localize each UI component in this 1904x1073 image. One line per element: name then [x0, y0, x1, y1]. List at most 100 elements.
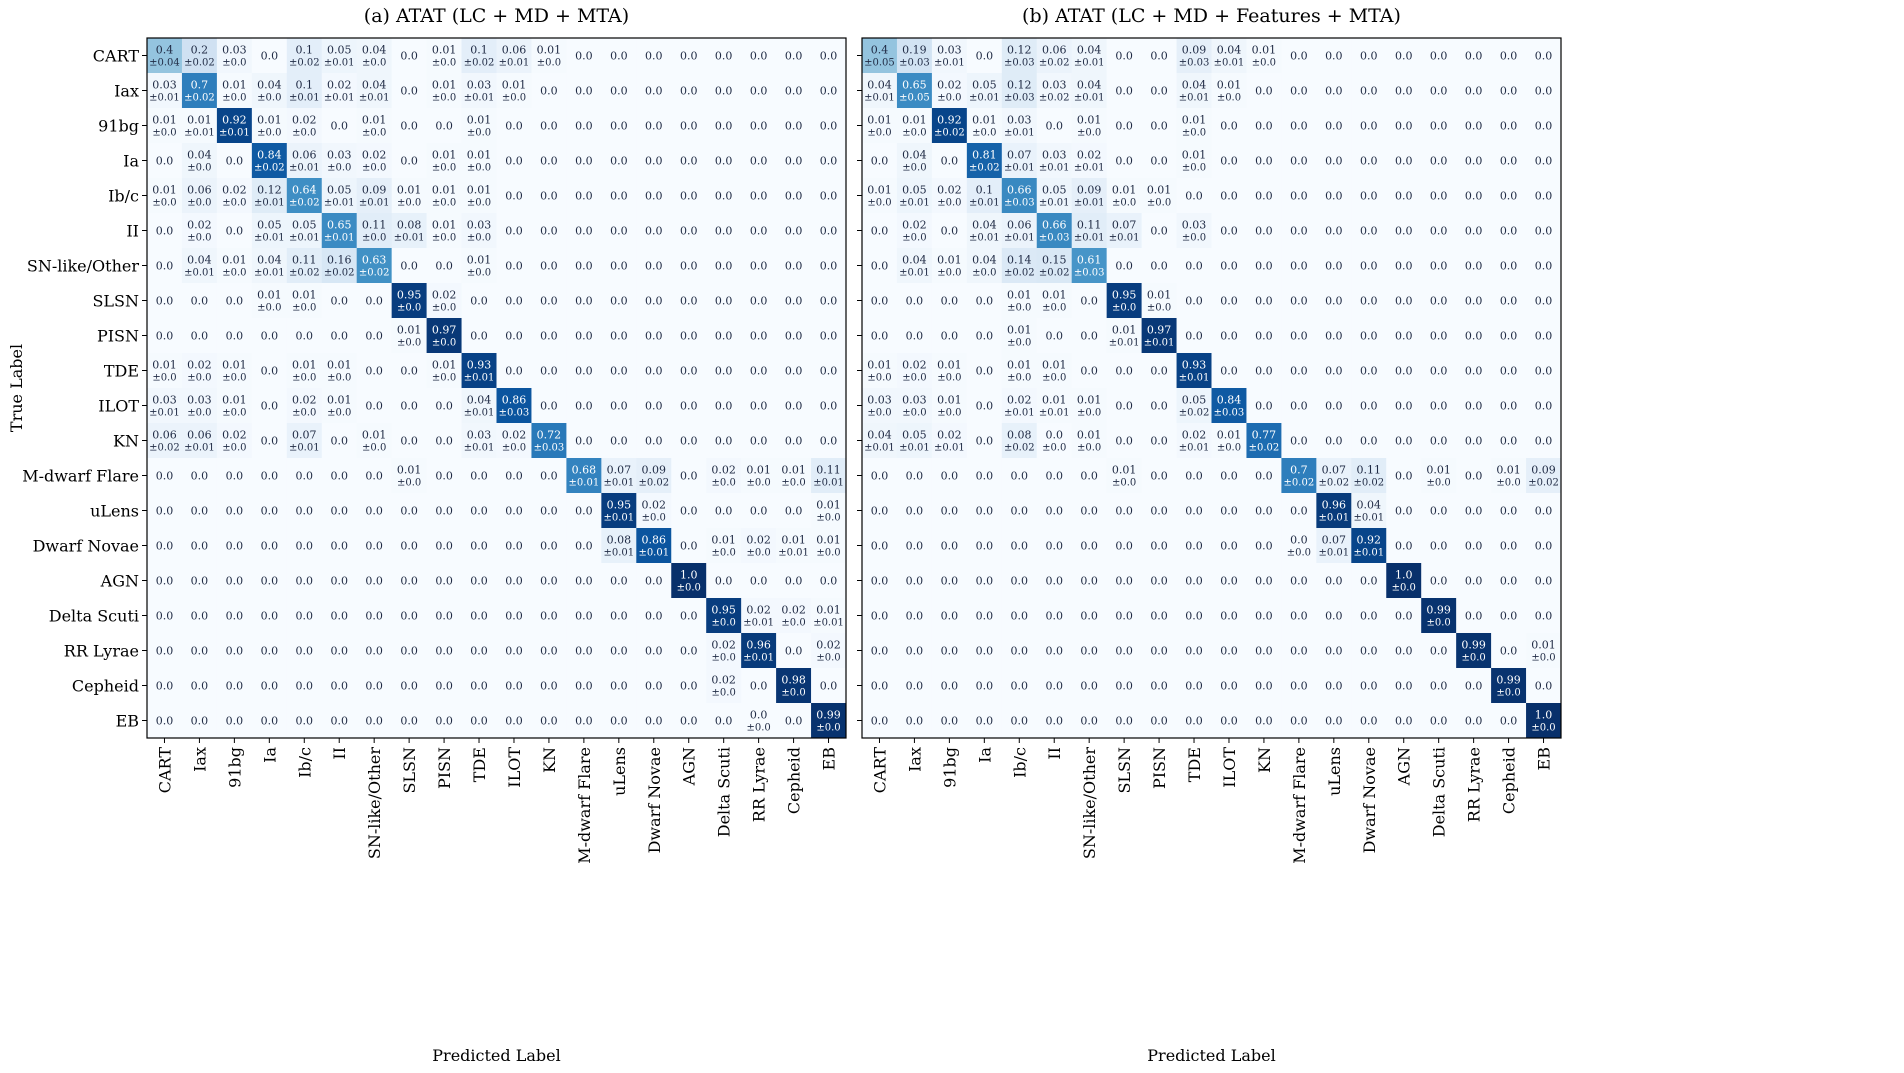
x-tick-label: Ib/c — [295, 747, 314, 778]
cell-value-label: 0.0 — [1115, 715, 1133, 728]
cell-value-label: 0.0 — [1430, 400, 1448, 413]
cell-value-label: 0.0 — [1465, 190, 1483, 203]
cell-error-label: ±0.01 — [813, 618, 844, 629]
cell-error-label: ±0.0 — [432, 198, 456, 209]
cell-value-label: 0.0 — [1430, 190, 1448, 203]
cell-value-label: 1.0 — [1395, 569, 1413, 582]
heatmap-cell — [461, 143, 497, 179]
cell-value-label: 0.0 — [1115, 680, 1133, 693]
cell-value-label: 0.0 — [1255, 365, 1273, 378]
cell-error-label: ±0.0 — [292, 373, 316, 384]
heatmap-cell — [216, 283, 253, 319]
cell-value-label: 0.0 — [156, 715, 174, 728]
heatmap-cell — [496, 423, 532, 459]
y-tick-label: TDE — [104, 362, 139, 381]
cell-value-label: 0.0 — [1360, 260, 1378, 273]
heatmap-cell — [566, 178, 602, 214]
cell-value-label: 0.0 — [820, 295, 838, 308]
heatmap-cell — [496, 38, 532, 74]
cell-value-label: 0.04 — [362, 44, 387, 57]
cell-value-label: 0.0 — [1500, 400, 1518, 413]
cell-value-label: 0.0 — [645, 225, 663, 238]
cell-value-label: 0.0 — [575, 715, 593, 728]
cell-value-label: 0.02 — [781, 604, 806, 617]
cell-value-label: 0.0 — [1150, 680, 1168, 693]
heatmap-cell — [566, 528, 602, 564]
cell-value-label: 0.0 — [1045, 330, 1063, 343]
cell-value-label: 0.0 — [365, 505, 383, 518]
cell-value-label: 0.01 — [257, 289, 282, 302]
cell-value-label: 0.01 — [292, 359, 317, 372]
cell-value-label: 0.01 — [327, 359, 352, 372]
cell-error-label: ±0.01 — [813, 478, 844, 489]
heatmap-cell — [251, 458, 288, 494]
cell-value-label: 0.93 — [1182, 359, 1207, 372]
cell-value-label: 0.0 — [330, 715, 348, 728]
cell-value-label: 0.0 — [156, 540, 174, 553]
cell-value-label: 0.0 — [645, 715, 663, 728]
heatmap-cell — [286, 248, 323, 284]
cell-value-label: 0.0 — [1115, 260, 1133, 273]
heatmap-cell — [671, 388, 707, 424]
cell-value-label: 0.0 — [226, 505, 244, 518]
heatmap-cell — [216, 143, 253, 179]
cell-value-label: 0.0 — [1325, 295, 1343, 308]
cell-error-label: ±0.02 — [149, 443, 180, 454]
heatmap-cell — [636, 38, 672, 74]
cell-value-label: 0.0 — [1255, 505, 1273, 518]
chart-title-a: (a) ATAT (LC + MD + MTA) — [364, 5, 629, 27]
heatmap-cell — [147, 73, 183, 109]
heatmap-cell — [461, 388, 497, 424]
cell-value-label: 0.0 — [976, 470, 994, 483]
cell-value-label: 0.0 — [330, 330, 348, 343]
cell-value-label: 0.03 — [187, 394, 212, 407]
cell-error-label: ±0.02 — [289, 268, 320, 279]
cell-value-label: 0.72 — [537, 429, 562, 442]
cell-error-label: ±0.0 — [1042, 373, 1066, 384]
cell-value-label: 0.0 — [540, 470, 558, 483]
cell-error-label: ±0.01 — [1039, 408, 1070, 419]
cell-value-label: 0.0 — [1535, 225, 1553, 238]
cell-value-label: 0.0 — [820, 120, 838, 133]
heatmap-cell — [461, 318, 497, 354]
cell-value-label: 0.12 — [1007, 44, 1032, 57]
heatmap-cell — [496, 563, 532, 599]
cell-value-label: 0.0 — [400, 365, 418, 378]
heatmap-cell — [321, 283, 358, 319]
cell-value-label: 0.0 — [1045, 505, 1063, 518]
heatmap-cell — [286, 353, 323, 389]
cell-value-label: 0.0 — [645, 680, 663, 693]
cell-value-label: 0.0 — [1360, 715, 1378, 728]
cell-value-label: 0.0 — [906, 505, 924, 518]
heatmap-cell — [391, 493, 428, 529]
cell-value-label: 0.0 — [785, 85, 803, 98]
cell-value-label: 0.0 — [1360, 365, 1378, 378]
cell-value-label: 0.07 — [1322, 534, 1347, 547]
cell-value-label: 0.1 — [470, 44, 488, 57]
heatmap-cell — [531, 248, 567, 284]
heatmap-cell — [356, 213, 393, 249]
cell-value-label: 0.99 — [1426, 604, 1451, 617]
cell-value-label: 0.0 — [400, 85, 418, 98]
cell-value-label: 0.02 — [642, 499, 667, 512]
cell-error-label: ±0.01 — [1004, 233, 1035, 244]
cell-value-label: 0.0 — [750, 260, 768, 273]
y-tick-label: ILOT — [98, 397, 139, 416]
heatmap-cell — [321, 388, 358, 424]
heatmap-cell — [671, 353, 707, 389]
cell-value-label: 0.05 — [1042, 184, 1067, 197]
cell-value-label: 0.0 — [365, 645, 383, 658]
cell-value-label: 0.0 — [680, 225, 698, 238]
cell-value-label: 0.0 — [1045, 610, 1063, 623]
cell-value-label: 0.01 — [816, 604, 841, 617]
cell-value-label: 0.0 — [1255, 85, 1273, 98]
cell-value-label: 0.0 — [470, 645, 488, 658]
cell-value-label: 0.02 — [937, 79, 962, 92]
cell-value-label: 0.0 — [976, 575, 994, 588]
heatmap-cell — [601, 563, 637, 599]
cell-value-label: 0.95 — [711, 604, 736, 617]
cell-value-label: 0.0 — [1150, 715, 1168, 728]
heatmap-cell — [286, 598, 323, 634]
cell-value-label: 0.05 — [327, 44, 352, 57]
cell-value-label: 0.0 — [505, 680, 523, 693]
